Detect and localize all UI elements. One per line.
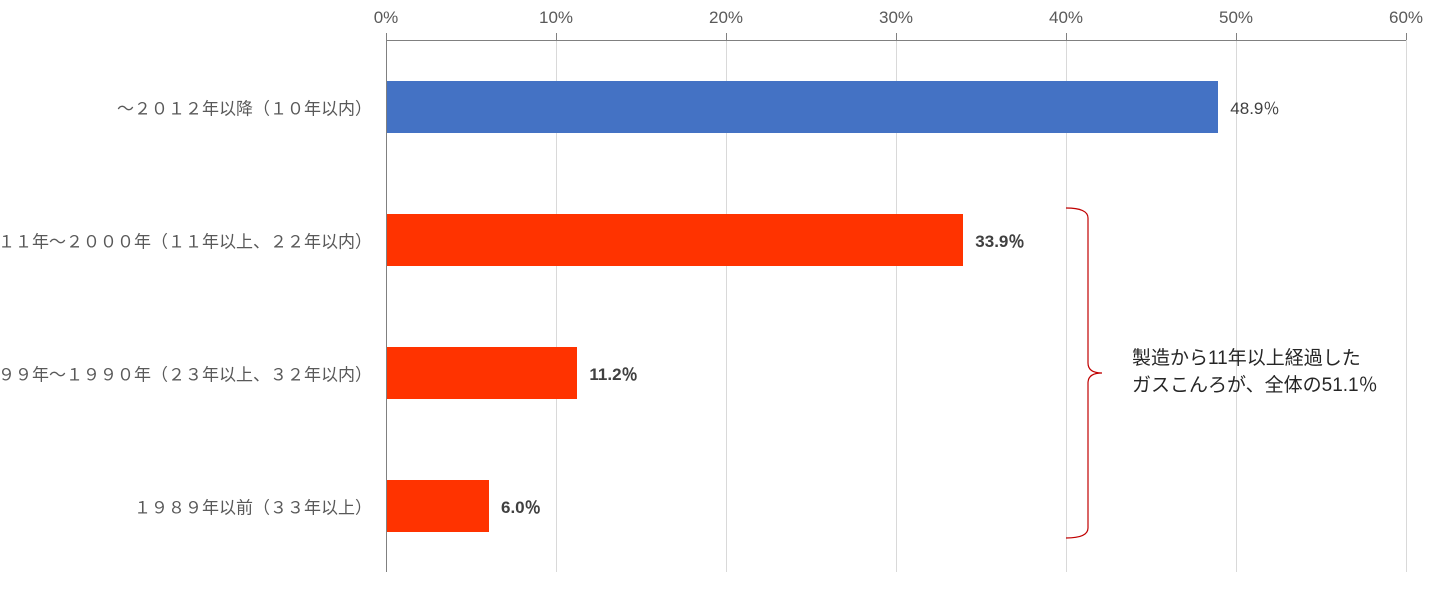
- data-label: 6.0％: [501, 494, 541, 518]
- category-label: ２０１１年～２０００年（１１年以上、２２年以内）: [0, 227, 372, 252]
- data-label: 11.2％: [589, 361, 637, 385]
- gridline: [1236, 40, 1237, 572]
- bar: [387, 214, 963, 266]
- annotation: 製造から11年以上経過したガスこんろが、全体の51.1％: [1132, 345, 1378, 400]
- data-label: 33.9％: [975, 228, 1024, 252]
- x-axis-label: 50%: [1219, 8, 1253, 28]
- category-label: １９９９年～１９９０年（２３年以上、３２年以内）: [0, 360, 372, 385]
- category-label: ～２０１２年以降（１０年以内）: [117, 94, 372, 119]
- x-axis-label: 30%: [879, 8, 913, 28]
- x-axis-tick: [726, 33, 727, 40]
- bar: [387, 480, 489, 532]
- brace: [1066, 208, 1106, 538]
- x-axis-tick: [556, 33, 557, 40]
- data-label: 48.9％: [1230, 95, 1279, 119]
- x-axis-tick: [1406, 33, 1407, 40]
- x-axis-tick: [1236, 33, 1237, 40]
- x-axis-label: 60%: [1389, 8, 1423, 28]
- x-axis-label: 0%: [374, 8, 399, 28]
- x-axis-tick: [1066, 33, 1067, 40]
- x-axis-label: 10%: [539, 8, 573, 28]
- x-axis-label: 20%: [709, 8, 743, 28]
- gridline: [1406, 40, 1407, 572]
- bar: [387, 347, 577, 399]
- x-axis-tick: [896, 33, 897, 40]
- x-axis-line: [386, 40, 1406, 41]
- x-axis-tick: [386, 33, 387, 40]
- x-axis-label: 40%: [1049, 8, 1083, 28]
- bar: [387, 81, 1218, 133]
- category-label: １９８９年以前（３３年以上）: [134, 493, 372, 518]
